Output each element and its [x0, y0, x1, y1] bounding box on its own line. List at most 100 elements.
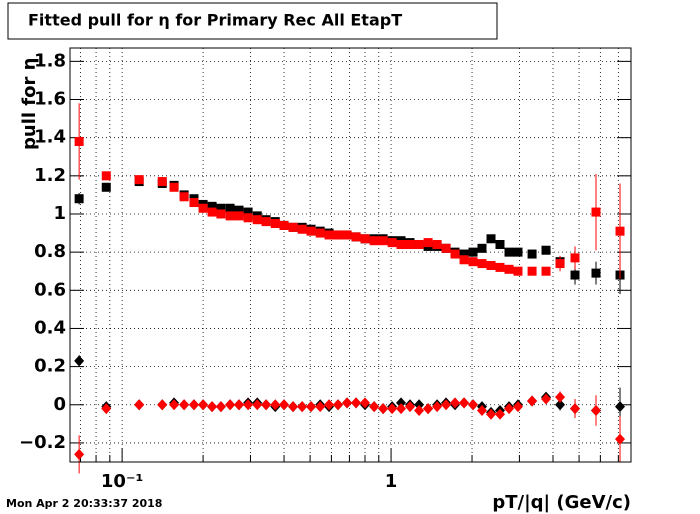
marker [101, 182, 111, 192]
marker [225, 399, 236, 411]
marker [169, 182, 179, 192]
marker [169, 399, 180, 411]
marker [495, 262, 505, 272]
marker [351, 397, 362, 409]
marker [134, 399, 145, 411]
marker [243, 399, 254, 411]
marker [512, 401, 523, 413]
marker [342, 230, 352, 240]
marker [198, 399, 209, 411]
marker [486, 260, 496, 270]
marker [527, 249, 537, 259]
marker [432, 401, 443, 413]
marker [570, 403, 581, 415]
frame [69, 47, 632, 463]
marker [279, 220, 289, 230]
marker [450, 397, 461, 409]
x-tick-label: 10⁻¹ [101, 471, 143, 492]
marker [333, 230, 343, 240]
marker [179, 192, 189, 202]
marker [591, 268, 601, 278]
marker [405, 401, 416, 413]
marker [504, 247, 514, 257]
marker [252, 215, 262, 225]
marker [476, 404, 487, 416]
marker [134, 175, 144, 185]
marker [189, 198, 199, 208]
marker [225, 203, 235, 213]
marker [261, 217, 271, 227]
marker [459, 249, 469, 259]
marker [405, 240, 415, 250]
marker [486, 234, 496, 244]
marker [450, 249, 460, 259]
y-tick-label: 1.6 [34, 89, 66, 110]
marker [215, 401, 226, 413]
marker [297, 224, 307, 234]
marker [615, 226, 625, 236]
y-tick-label: 1.8 [34, 50, 66, 71]
y-tick-label: 0 [53, 394, 66, 415]
y-tick-label: 0.8 [34, 241, 66, 262]
marker [74, 136, 84, 146]
marker [615, 433, 626, 445]
marker [243, 207, 253, 217]
marker [441, 399, 452, 411]
marker [369, 401, 380, 413]
marker [315, 228, 325, 238]
marker [486, 408, 497, 420]
marker [396, 397, 407, 409]
marker [188, 399, 199, 411]
marker [179, 399, 190, 411]
y-axis-label: pull for η [19, 58, 40, 150]
marker [351, 232, 361, 242]
y-tick-label: 0.2 [34, 356, 66, 377]
y-tick-label: 0.6 [34, 279, 66, 300]
marker [414, 404, 425, 416]
marker [378, 236, 388, 246]
marker [297, 401, 308, 413]
marker [387, 238, 397, 248]
marker [468, 247, 478, 257]
marker [157, 177, 167, 187]
marker [378, 403, 389, 415]
marker [513, 266, 523, 276]
marker [396, 240, 406, 250]
marker [541, 393, 552, 405]
marker [333, 399, 344, 411]
marker [527, 266, 537, 276]
marker [225, 211, 235, 221]
marker [459, 397, 470, 409]
marker [207, 201, 217, 211]
marker [207, 401, 218, 413]
marker [432, 240, 442, 250]
marker [468, 257, 478, 267]
marker [468, 399, 479, 411]
marker [555, 259, 565, 269]
marker [555, 399, 566, 411]
marker [414, 240, 424, 250]
marker [591, 207, 601, 217]
marker [570, 270, 580, 280]
marker [279, 399, 290, 411]
marker [270, 219, 280, 229]
x-tick-label: 1 [385, 471, 398, 492]
marker [324, 230, 334, 240]
chart-title: Fitted pull for η for Primary Rec All Et… [28, 11, 402, 30]
marker [101, 403, 112, 415]
marker [590, 404, 601, 416]
marker [261, 399, 272, 411]
marker [157, 399, 168, 411]
title-box [7, 2, 498, 40]
y-tick-label: 1 [53, 203, 66, 224]
marker [207, 207, 217, 217]
marker [555, 391, 566, 403]
marker [477, 259, 487, 269]
marker [513, 247, 523, 257]
marker [396, 403, 407, 415]
marker [216, 209, 226, 219]
marker [288, 401, 299, 413]
marker [234, 205, 244, 215]
